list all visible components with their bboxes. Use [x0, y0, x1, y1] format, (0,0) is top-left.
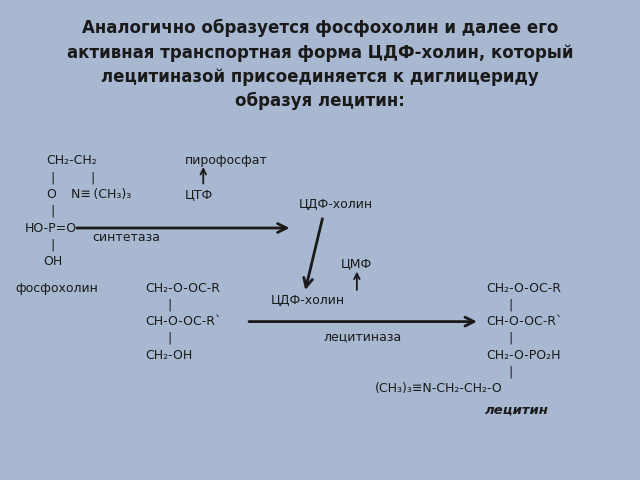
Text: фосфохолин: фосфохолин	[16, 281, 99, 295]
Text: |: |	[508, 298, 513, 312]
Text: |: |	[167, 332, 172, 345]
Text: CH-O-OC-R`: CH-O-OC-R`	[486, 315, 562, 328]
Text: |: |	[508, 332, 513, 345]
Text: (CH₃)₃≡N-CH₂-CH₂-O: (CH₃)₃≡N-CH₂-CH₂-O	[375, 382, 503, 396]
Text: O: O	[47, 188, 56, 201]
Text: |: |	[508, 365, 513, 379]
Text: CH₂-CH₂: CH₂-CH₂	[47, 154, 97, 168]
Text: |: |	[51, 238, 55, 252]
Text: синтетаза: синтетаза	[92, 231, 161, 244]
Text: ЦДФ-холин: ЦДФ-холин	[271, 293, 345, 307]
Text: OH: OH	[44, 255, 63, 268]
Text: CH-O-OC-R`: CH-O-OC-R`	[145, 315, 221, 328]
Text: ЦДФ-холин: ЦДФ-холин	[298, 197, 372, 211]
Text: лецитин: лецитин	[484, 404, 548, 417]
Text: лецитиназа: лецитиназа	[324, 330, 402, 344]
Text: пирофосфат: пирофосфат	[185, 154, 268, 168]
Text: |: |	[90, 171, 95, 184]
Text: |: |	[51, 171, 55, 184]
Text: |: |	[51, 204, 55, 218]
Text: CH₂-O-PO₂H: CH₂-O-PO₂H	[486, 348, 561, 362]
Text: HO-P=O: HO-P=O	[25, 221, 77, 235]
Text: ЦМФ: ЦМФ	[341, 257, 372, 271]
Text: CH₂-O-OC-R: CH₂-O-OC-R	[486, 281, 561, 295]
Text: CH₂-O-OC-R: CH₂-O-OC-R	[145, 281, 220, 295]
Text: N≡ (CH₃)₃: N≡ (CH₃)₃	[71, 188, 131, 201]
Text: |: |	[167, 298, 172, 312]
Text: Аналогично образуется фосфохолин и далее его
активная транспортная форма ЦДФ-хол: Аналогично образуется фосфохолин и далее…	[67, 19, 573, 110]
Text: ЦТФ: ЦТФ	[185, 188, 213, 201]
Text: CH₂-OH: CH₂-OH	[145, 348, 192, 362]
